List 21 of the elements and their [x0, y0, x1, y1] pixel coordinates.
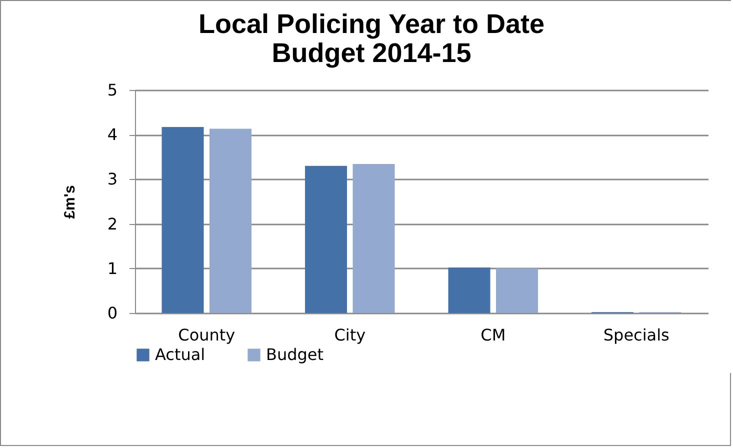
y-axis-title: £m's: [61, 185, 78, 219]
y-tick-label: 2: [107, 214, 118, 234]
legend-label: Actual: [155, 345, 206, 364]
y-tick-label: 0: [107, 304, 118, 322]
text: Budget 2014-15: [272, 38, 472, 68]
bar: [305, 166, 347, 313]
x-tick-label: County: [178, 326, 236, 344]
y-tick-label: 4: [107, 125, 118, 144]
text: Local Policing Year to Date: [198, 9, 545, 39]
y-tick-label: 5: [107, 80, 118, 100]
bar: [496, 268, 538, 313]
y-tick-label: 1: [107, 258, 118, 278]
legend-label: Budget: [266, 345, 324, 364]
x-tick-label: City: [334, 326, 366, 344]
x-tick-label: Specials: [603, 326, 670, 344]
bar: [162, 127, 204, 313]
bar: [448, 268, 490, 313]
y-tick-label: 3: [107, 170, 118, 189]
x-tick-label: CM: [480, 326, 506, 344]
bar: [210, 128, 252, 313]
bar: [352, 164, 395, 313]
